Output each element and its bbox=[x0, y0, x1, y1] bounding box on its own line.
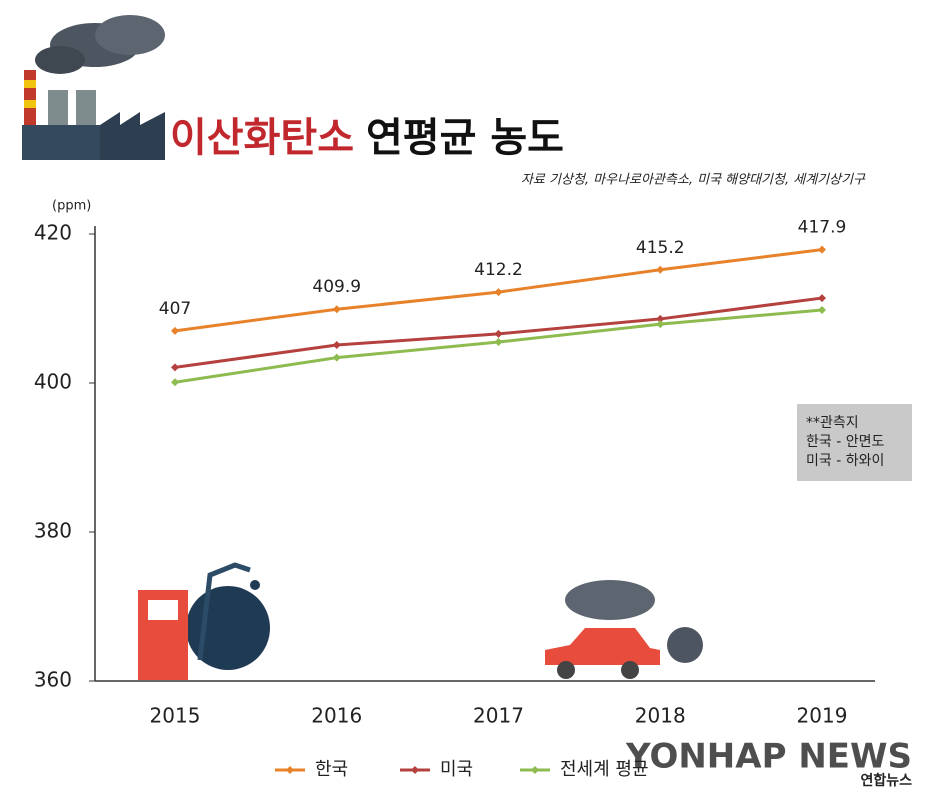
data-label: 407 bbox=[159, 299, 191, 319]
x-tick-label: 2016 bbox=[311, 704, 362, 728]
point bbox=[818, 305, 826, 314]
watermark: YONHAP NEWS bbox=[625, 737, 912, 777]
point bbox=[818, 245, 826, 254]
note-line: 한국 - 안면도 bbox=[806, 434, 884, 450]
point bbox=[494, 329, 503, 338]
note-box bbox=[797, 404, 912, 481]
pump-icon bbox=[138, 562, 270, 680]
legend-label: 한국 bbox=[315, 759, 348, 780]
point bbox=[332, 341, 341, 350]
data-label: 417.9 bbox=[798, 218, 847, 238]
car-icon bbox=[545, 580, 703, 679]
data-label: 412.2 bbox=[474, 260, 523, 280]
y-tick-label: 380 bbox=[34, 519, 72, 543]
y-tick-label: 360 bbox=[34, 668, 72, 692]
x-tick-label: 2019 bbox=[797, 704, 848, 728]
series-line bbox=[174, 308, 823, 384]
y-tick-label: 420 bbox=[34, 221, 72, 245]
point bbox=[494, 338, 503, 347]
factory-icon bbox=[22, 15, 165, 160]
source: 자료 기상청, 마우나로아관측소, 미국 해양대기청, 세계기상기구 bbox=[521, 173, 866, 188]
point bbox=[818, 294, 826, 303]
point bbox=[171, 363, 179, 372]
chart-title: 이산화탄소 연평균 농도 bbox=[170, 115, 564, 161]
legend-marker bbox=[531, 766, 539, 774]
point bbox=[332, 353, 341, 362]
watermark-sub: 연합뉴스 bbox=[860, 772, 912, 789]
title-highlight: 이산화탄소 bbox=[170, 115, 354, 161]
legend-marker bbox=[286, 766, 294, 774]
data-label: 415.2 bbox=[636, 238, 685, 258]
legend-label: 전세계 평균 bbox=[560, 759, 649, 780]
point bbox=[656, 320, 665, 329]
point bbox=[171, 326, 179, 335]
data-label: 409.9 bbox=[312, 277, 361, 297]
point bbox=[171, 378, 179, 387]
point bbox=[494, 288, 503, 297]
note-line: 미국 - 하와이 bbox=[806, 453, 884, 469]
legend-marker bbox=[411, 766, 419, 774]
point bbox=[332, 305, 341, 314]
note-line: **관측지 bbox=[806, 415, 859, 431]
point bbox=[656, 314, 665, 323]
legend-label: 미국 bbox=[440, 759, 473, 780]
x-tick-label: 2015 bbox=[150, 704, 201, 728]
x-tick-label: 2018 bbox=[635, 704, 686, 728]
x-tick-label: 2017 bbox=[473, 704, 524, 728]
y-tick-label: 400 bbox=[34, 370, 72, 394]
title-text: 연평균 농도 bbox=[366, 115, 564, 161]
y-axis-label: (ppm) bbox=[52, 199, 91, 214]
point bbox=[656, 265, 665, 274]
